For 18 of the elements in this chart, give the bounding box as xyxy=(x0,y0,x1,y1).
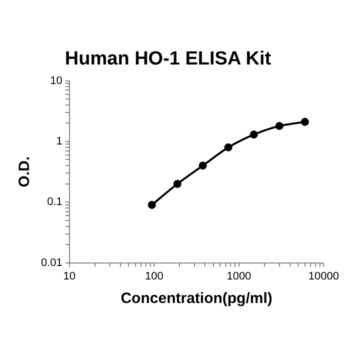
point xyxy=(250,130,258,139)
x-tick-label: 10 xyxy=(63,270,76,282)
point xyxy=(275,122,284,130)
point xyxy=(173,180,182,188)
y-tick-label: 0.1 xyxy=(47,196,62,208)
x-tick-label: 100 xyxy=(144,270,164,282)
point xyxy=(224,143,232,152)
y-tick-label: 10 xyxy=(50,74,62,87)
x-tick-label: 1000 xyxy=(226,270,252,282)
x-axis-title: Concentration(pg/ml) xyxy=(120,290,272,308)
point xyxy=(198,162,207,170)
y-axis-title: O.D. xyxy=(16,156,34,188)
y-tick-label: 0.01 xyxy=(40,256,62,269)
chart-title: Human HO-1 ELISA Kit xyxy=(64,48,272,70)
point xyxy=(300,118,309,126)
point xyxy=(148,200,156,209)
x-tick-label: 10000 xyxy=(308,270,340,282)
y-tick-label: 1 xyxy=(56,136,62,148)
